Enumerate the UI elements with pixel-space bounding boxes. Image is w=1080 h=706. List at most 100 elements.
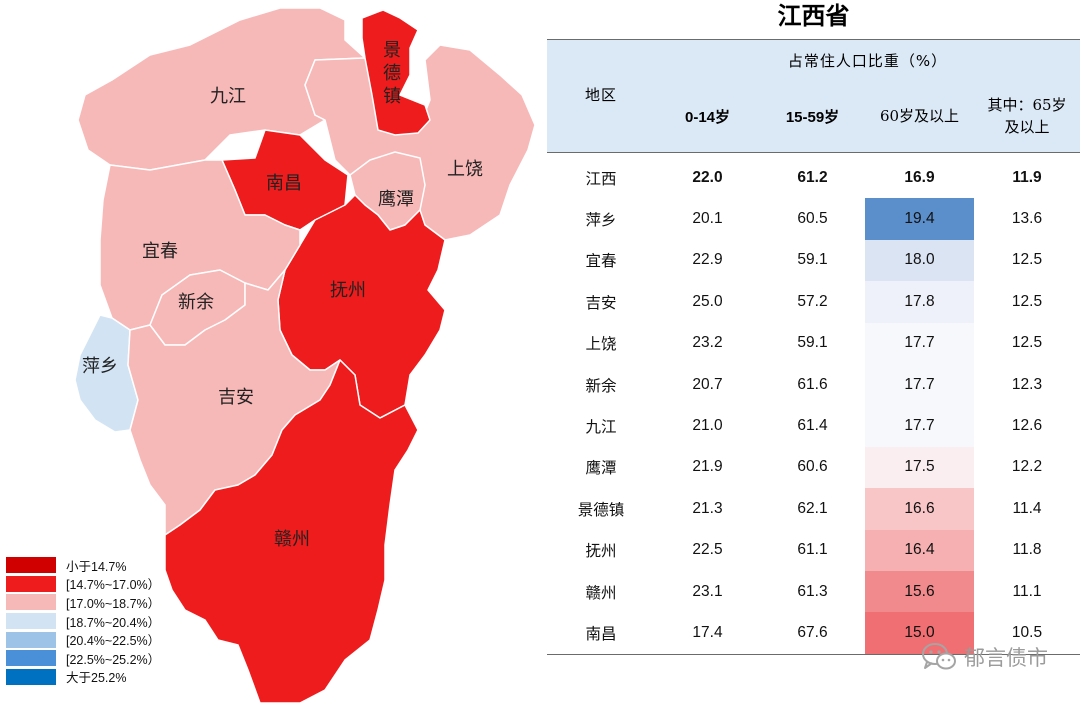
value-0-14: 21.0 xyxy=(692,417,723,435)
table-row: 九江 21.0 61.4 17.7 12.6 xyxy=(547,405,1080,447)
map-region-ganzhou xyxy=(164,359,419,704)
column-header-60-plus: 60岁及以上 xyxy=(865,80,974,153)
value-0-14: 22.9 xyxy=(692,251,723,269)
column-header-65-line1: 其中：65岁 xyxy=(987,96,1067,114)
column-header-0-14: 0-14岁 xyxy=(655,80,760,153)
value-65-plus: 11.1 xyxy=(1012,582,1042,600)
value-15-59: 60.5 xyxy=(797,210,828,228)
value-15-59: 62.1 xyxy=(797,499,828,517)
value-15-59: 67.6 xyxy=(797,623,828,641)
value-0-14: 23.2 xyxy=(692,334,723,352)
map-label-jian: 吉安 xyxy=(218,387,254,408)
legend-item: 小于14.7% xyxy=(6,556,160,575)
legend-label: 小于14.7% xyxy=(66,559,127,574)
value-15-59: 59.1 xyxy=(797,334,828,352)
legend-item: [20.4%~22.5%） xyxy=(6,630,160,649)
value-60-plus: 17.7 xyxy=(865,322,974,364)
value-65-plus: 11.4 xyxy=(1012,499,1042,517)
value-15-59: 60.6 xyxy=(797,458,828,476)
region-cell: 上饶 xyxy=(585,335,617,354)
value-0-14: 25.0 xyxy=(692,292,723,310)
legend-label: [14.7%~17.0%） xyxy=(66,578,161,593)
region-cell: 赣州 xyxy=(585,583,617,602)
value-65-plus: 10.5 xyxy=(1011,623,1043,641)
region-cell: 南昌 xyxy=(585,624,617,643)
value-60-plus: 19.4 xyxy=(865,198,974,240)
value-65-plus: 11.8 xyxy=(1012,541,1042,559)
table-title: 江西省 xyxy=(777,1,850,30)
map-label-shangrao: 上饶 xyxy=(447,159,483,180)
column-header-65-plus: 其中：65岁 及以上 xyxy=(974,80,1080,153)
map-region-jingdezhen xyxy=(361,9,431,136)
value-60-plus: 15.0 xyxy=(865,612,974,655)
legend-label: [17.0%~18.7%） xyxy=(66,596,161,611)
group-header: 占常住人口比重（%） xyxy=(655,39,1080,80)
table-row: 吉安 25.0 57.2 17.8 12.5 xyxy=(547,281,1080,323)
column-header-15-59: 15-59岁 xyxy=(760,80,865,153)
region-cell: 新余 xyxy=(585,376,617,395)
value-0-14: 22.0 xyxy=(692,168,723,186)
value-15-59: 61.6 xyxy=(797,375,828,393)
table-row: 南昌 17.4 67.6 15.0 10.5 xyxy=(547,612,1080,655)
value-60-plus: 16.6 xyxy=(865,488,974,530)
legend-item: [17.0%~18.7%） xyxy=(6,593,160,612)
legend-label: [20.4%~22.5%） xyxy=(66,634,161,649)
region-cell: 江西 xyxy=(585,169,617,188)
legend-item: [22.5%~25.2%） xyxy=(6,649,160,668)
value-15-59: 61.3 xyxy=(797,582,828,600)
map-label-jingdezhen: 景德镇 xyxy=(383,40,401,107)
map-legend: 小于14.7% [14.7%~17.0%） [17.0%~18.7%） [18.7%~… xyxy=(6,556,160,686)
legend-label: [22.5%~25.2%） xyxy=(66,652,161,667)
watermark-text: 郁言债市 xyxy=(964,646,1048,670)
value-0-14: 22.5 xyxy=(692,541,723,559)
table-row: 抚州 22.5 61.1 16.4 11.8 xyxy=(547,529,1080,571)
value-60-plus: 16.9 xyxy=(904,168,935,186)
value-15-59: 59.1 xyxy=(797,251,828,269)
value-60-plus: 17.8 xyxy=(865,281,974,323)
region-cell: 吉安 xyxy=(585,293,617,312)
region-cell: 景德镇 xyxy=(577,500,625,519)
map-label-fuzhou: 抚州 xyxy=(330,280,366,301)
legend-item: [14.7%~17.0%） xyxy=(6,575,160,594)
value-60-plus: 17.7 xyxy=(865,405,974,447)
region-cell: 宜春 xyxy=(585,252,617,271)
region-header: 地区 xyxy=(547,39,655,153)
value-15-59: 57.2 xyxy=(797,292,828,310)
map-label-nanchang: 南昌 xyxy=(266,173,302,194)
map-label-pingxiang: 萍乡 xyxy=(82,356,118,377)
legend-swatch xyxy=(6,631,56,648)
map-label-ganzhou: 赣州 xyxy=(274,529,310,550)
legend-item: 大于25.2% xyxy=(6,668,160,687)
legend-swatch xyxy=(6,668,56,685)
legend-label: [18.7%~20.4%） xyxy=(66,615,161,630)
region-cell: 抚州 xyxy=(585,542,617,561)
legend-swatch xyxy=(6,650,56,667)
legend-swatch xyxy=(6,557,56,574)
value-0-14: 17.4 xyxy=(692,623,723,641)
region-cell: 九江 xyxy=(585,418,617,437)
region-cell: 鹰潭 xyxy=(585,459,617,478)
table-row: 江西 22.0 61.2 16.9 11.9 xyxy=(547,153,1080,199)
legend-swatch xyxy=(6,613,56,630)
watermark: 郁言债市 xyxy=(922,642,1048,672)
map-label-yichun: 宜春 xyxy=(142,241,178,262)
value-65-plus: 13.6 xyxy=(1011,210,1043,228)
value-15-59: 61.4 xyxy=(797,417,828,435)
table-row: 新余 20.7 61.6 17.7 12.3 xyxy=(547,363,1080,406)
value-65-plus: 12.5 xyxy=(1011,251,1043,269)
legend-swatch xyxy=(6,575,56,592)
table-row: 萍乡 20.1 60.5 19.4 13.6 xyxy=(547,198,1080,240)
value-65-plus: 12.3 xyxy=(1011,375,1043,393)
region-cell: 萍乡 xyxy=(585,211,617,230)
map-label-xinyu: 新余 xyxy=(178,292,214,313)
value-60-plus: 18.0 xyxy=(865,239,974,282)
value-15-59: 61.2 xyxy=(797,168,828,186)
value-0-14: 21.3 xyxy=(692,499,723,517)
table-body: 江西 22.0 61.2 16.9 11.9 萍乡 20.1 60.5 19.4 13.6 宜春 22… xyxy=(547,153,1080,655)
table-row: 上饶 23.2 59.1 17.7 12.5 xyxy=(547,322,1080,364)
table-row: 宜春 22.9 59.1 18.0 12.5 xyxy=(547,239,1080,282)
value-0-14: 20.7 xyxy=(692,375,723,393)
legend-swatch xyxy=(6,594,56,611)
value-65-plus: 12.5 xyxy=(1011,334,1043,352)
